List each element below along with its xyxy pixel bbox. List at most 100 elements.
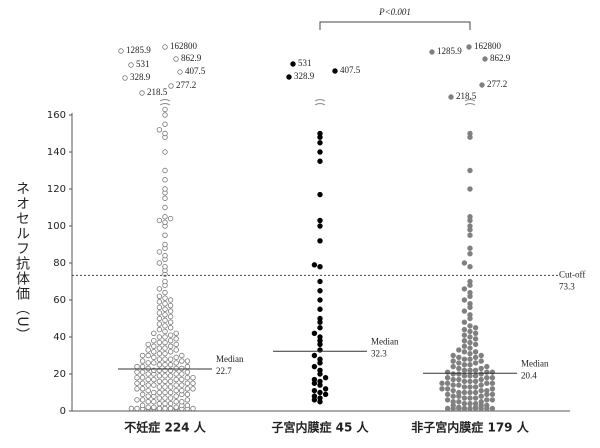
data-dot: [472, 325, 479, 331]
data-dot: [162, 177, 168, 183]
data-dot: [461, 356, 468, 362]
data-dot: [467, 289, 473, 296]
data-dot: [472, 367, 479, 373]
data-dot: [162, 278, 168, 285]
data-dot: [450, 393, 456, 399]
data-dot: [184, 402, 191, 409]
outlier-label: 531: [298, 58, 312, 68]
data-dot: [139, 358, 146, 364]
data-dot: [311, 363, 318, 370]
data-dot: [456, 365, 462, 372]
axis-break: [159, 99, 171, 106]
outlier-label: 862.9: [181, 53, 202, 63]
data-dot: [467, 384, 473, 390]
data-dot: [317, 325, 323, 331]
data-dot: [184, 386, 191, 392]
data-dot: [162, 334, 168, 340]
data-dot: [162, 400, 168, 407]
data-dot: [145, 382, 151, 388]
median-value: 22.7: [216, 366, 232, 376]
data-dot: [167, 215, 174, 222]
data-dot: [311, 387, 318, 394]
outlier-label: 531: [136, 59, 150, 69]
data-dot: [156, 405, 163, 412]
outlier-label: 328.9: [130, 72, 151, 82]
data-dot: [311, 352, 318, 359]
data-dot: [151, 343, 157, 349]
data-dot: [167, 400, 174, 407]
data-dot: [134, 363, 140, 370]
data-dot: [322, 391, 329, 398]
outlier-dot: [482, 56, 488, 62]
data-dot: [450, 382, 456, 388]
data-dot: [156, 356, 163, 362]
data-dot: [167, 373, 174, 379]
data-dot: [151, 349, 157, 355]
data-dot: [317, 367, 323, 373]
data-dot: [167, 313, 174, 320]
data-dot: [162, 362, 168, 368]
data-dot: [472, 341, 479, 348]
data-dot: [489, 397, 496, 403]
axis-break: [464, 99, 476, 106]
cutoff-label: Cut-off: [559, 269, 585, 279]
data-dot: [439, 386, 445, 392]
data-dot: [484, 397, 490, 403]
data-dot: [167, 356, 174, 362]
data-dot: [184, 391, 191, 398]
data-dot: [145, 360, 151, 366]
data-dot: [461, 319, 468, 325]
data-dot: [467, 367, 473, 373]
data-dot: [156, 389, 163, 396]
data-dot: [317, 278, 323, 285]
data-dot: [173, 399, 179, 405]
data-dot: [184, 375, 191, 381]
data-dot: [162, 121, 168, 127]
outlier-label: 1285.9: [126, 45, 151, 55]
data-dot: [162, 204, 168, 211]
data-dot: [461, 367, 468, 373]
data-dot: [145, 404, 151, 410]
data-dot: [156, 286, 163, 292]
y-tick-label: 0: [60, 406, 66, 417]
outlier-label: 277.2: [176, 80, 196, 90]
data-dot: [317, 130, 323, 137]
data-dot: [162, 350, 168, 357]
data-dot: [461, 362, 468, 368]
data-dot: [167, 325, 174, 331]
data-dot: [156, 326, 163, 333]
data-dot: [167, 338, 174, 344]
outlier-dot: [162, 44, 168, 50]
data-dot: [467, 362, 473, 368]
outlier-label: 328.9: [294, 71, 315, 81]
data-dot: [322, 386, 329, 392]
data-dot: [167, 297, 174, 303]
data-dot: [162, 301, 168, 307]
data-dot: [489, 375, 496, 381]
data-dot: [167, 395, 174, 401]
data-dot: [162, 241, 168, 248]
data-dot: [317, 334, 323, 340]
data-dot: [467, 356, 473, 362]
data-dot: [156, 217, 163, 224]
data-dot: [484, 380, 490, 386]
data-dot: [184, 363, 191, 370]
data-dot: [478, 352, 484, 359]
data-dot: [478, 393, 484, 399]
data-dot: [173, 336, 179, 342]
data-dot: [190, 405, 196, 412]
data-dot: [484, 363, 490, 370]
category-label: 不妊症 224 人: [124, 420, 206, 435]
data-dot: [173, 365, 179, 372]
data-dot: [167, 349, 174, 355]
data-dot: [156, 249, 163, 255]
data-dot: [450, 363, 456, 370]
data-dot: [173, 360, 179, 366]
data-dot: [450, 399, 456, 405]
data-dot: [173, 341, 179, 348]
data-dot: [467, 334, 473, 340]
category-label: 非子宮内膜症 179 人: [411, 420, 529, 435]
data-dot: [444, 405, 451, 412]
data-dot: [156, 362, 163, 368]
data-dot: [317, 315, 323, 322]
